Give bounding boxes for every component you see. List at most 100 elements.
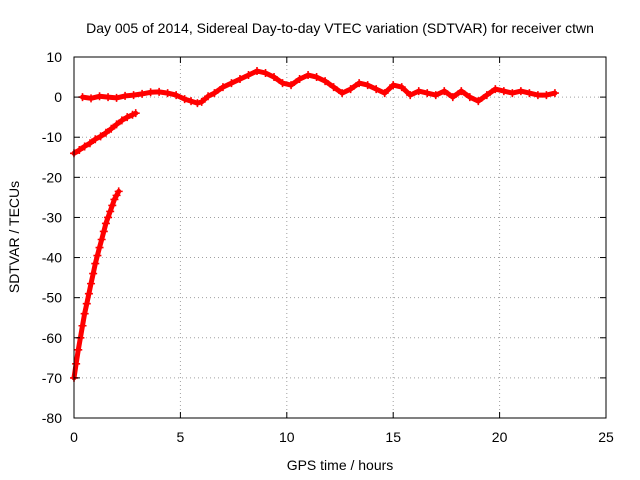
data-point	[329, 83, 338, 92]
data-point	[372, 85, 381, 94]
data-point	[261, 69, 270, 78]
data-point	[193, 99, 202, 108]
data-point	[397, 83, 406, 92]
data-point	[107, 124, 116, 133]
x-axis-title: GPS time / hours	[287, 457, 394, 473]
data-point	[146, 88, 155, 97]
data-point	[380, 89, 389, 98]
data-point	[80, 142, 89, 151]
data-point	[96, 132, 105, 141]
data-point	[104, 93, 113, 102]
data-point	[172, 91, 181, 100]
x-tick-label: 15	[385, 429, 401, 445]
data-point	[235, 75, 244, 84]
data-point	[85, 139, 94, 148]
series-2	[78, 67, 559, 108]
data-point	[112, 93, 121, 102]
data-point	[91, 259, 100, 268]
x-tick-label: 20	[492, 429, 508, 445]
data-point	[84, 289, 93, 298]
data-point	[72, 359, 81, 368]
data-point	[163, 89, 172, 98]
data-point	[78, 321, 87, 330]
data-point	[474, 97, 483, 106]
x-tick-label: 10	[279, 429, 295, 445]
y-tick-label: -80	[42, 410, 62, 426]
data-point	[187, 97, 196, 106]
series-trace	[71, 188, 122, 381]
data-point	[440, 87, 449, 96]
data-point	[304, 71, 313, 80]
data-point	[414, 87, 423, 96]
data-point	[104, 213, 113, 222]
y-tick-label: -70	[42, 370, 62, 386]
data-point	[110, 195, 119, 204]
data-point	[295, 75, 304, 84]
series-1	[70, 109, 140, 158]
data-point	[482, 91, 491, 100]
data-point	[423, 89, 432, 98]
data-point	[355, 79, 364, 88]
x-tick-label: 0	[70, 429, 78, 445]
data-point	[101, 219, 110, 228]
data-point	[533, 91, 542, 100]
data-point	[244, 71, 253, 80]
data-point	[516, 87, 525, 96]
data-point	[312, 73, 321, 82]
data-point	[278, 79, 287, 88]
data-points	[70, 67, 559, 382]
y-tick-label: 0	[54, 89, 62, 105]
y-tick-label: -40	[42, 250, 62, 266]
plot-frame	[73, 56, 607, 419]
data-point	[93, 251, 102, 260]
data-point	[106, 207, 115, 216]
data-point	[121, 91, 130, 100]
data-point	[542, 91, 551, 100]
data-point	[87, 279, 96, 288]
data-point	[97, 235, 106, 244]
data-point	[457, 87, 466, 96]
data-point	[89, 269, 98, 278]
y-tick-label: -20	[42, 169, 62, 185]
data-point	[114, 187, 123, 196]
data-point	[138, 89, 147, 98]
data-point	[448, 93, 457, 102]
chart-title: Day 005 of 2014, Sidereal Day-to-day VTE…	[86, 20, 594, 36]
data-point	[204, 92, 213, 101]
data-point	[129, 91, 138, 100]
data-point	[112, 191, 121, 200]
data-point	[406, 91, 415, 100]
data-point	[270, 73, 279, 82]
y-tick-label: -60	[42, 330, 62, 346]
data-point	[155, 87, 164, 96]
data-point	[321, 77, 330, 86]
data-point	[91, 135, 100, 144]
data-point	[287, 81, 296, 90]
data-point	[346, 85, 355, 94]
data-point	[112, 120, 121, 129]
axis-ticks: 0 5 10 15 20 25 -80 -70 -60 -50 -40 -30 -20 -10 0 10	[42, 49, 614, 445]
data-point	[117, 116, 126, 125]
data-point	[95, 243, 104, 252]
data-point	[499, 87, 508, 96]
grid-lines	[74, 57, 606, 418]
data-point	[74, 345, 83, 354]
y-tick-label: -10	[42, 129, 62, 145]
data-point	[82, 299, 91, 308]
x-tick-label: 25	[598, 429, 614, 445]
data-point	[491, 85, 500, 94]
data-point	[80, 309, 89, 318]
data-point	[180, 95, 189, 104]
y-tick-label: 10	[46, 49, 62, 65]
data-point	[218, 83, 227, 92]
series-trace	[80, 68, 558, 106]
y-tick-label: -50	[42, 290, 62, 306]
data-point	[227, 79, 236, 88]
data-point	[131, 109, 140, 118]
data-point	[99, 227, 108, 236]
data-point	[101, 128, 110, 137]
data-point	[465, 93, 474, 102]
